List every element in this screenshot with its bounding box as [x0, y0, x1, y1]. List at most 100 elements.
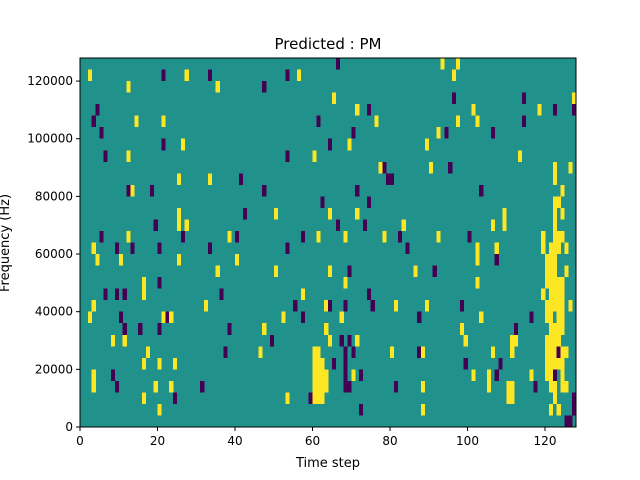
heatmap-cell — [312, 369, 317, 381]
heatmap-cell — [126, 81, 131, 93]
heatmap-cell — [424, 300, 430, 312]
heatmap-cell — [556, 242, 561, 255]
heatmap-cell — [421, 346, 426, 358]
heatmap-cell — [386, 173, 391, 185]
heatmap-cell — [521, 115, 526, 128]
heatmap-cell — [564, 242, 569, 255]
heatmap-cell — [421, 380, 426, 393]
heatmap-cell — [312, 392, 317, 404]
heatmap-cell — [552, 369, 557, 381]
heatmap-cell — [506, 392, 511, 404]
heatmap-cell — [545, 346, 550, 358]
heatmap-cell — [463, 334, 468, 347]
heatmap-cell — [556, 357, 561, 370]
heatmap-cell — [262, 81, 267, 93]
heatmap-cell — [560, 300, 565, 312]
heatmap-cell — [320, 380, 325, 393]
heatmap-cell — [149, 184, 154, 197]
heatmap-cell — [316, 115, 321, 128]
heatmap-cell — [417, 346, 422, 358]
heatmap-cell — [455, 58, 461, 70]
heatmap-cell — [366, 196, 371, 208]
heatmap-cell — [510, 334, 515, 347]
heatmap-cell — [173, 357, 178, 370]
heatmap-cell — [157, 403, 162, 416]
heatmap-cell — [366, 104, 371, 116]
heatmap-cell — [467, 230, 472, 243]
heatmap-cell — [324, 369, 329, 381]
heatmap-cell — [343, 380, 348, 393]
heatmap-cell — [161, 69, 166, 82]
heatmap-cell — [157, 357, 162, 370]
heatmap-cell — [122, 288, 127, 301]
heatmap-cell — [207, 173, 213, 185]
heatmap-cell — [401, 219, 406, 231]
heatmap-cell — [502, 207, 507, 220]
heatmap-cell — [556, 403, 561, 416]
heatmap-cell — [142, 288, 147, 301]
x-tick-label: 0 — [76, 434, 84, 448]
heatmap-cell — [293, 300, 298, 312]
heatmap-cell — [564, 380, 569, 393]
chart-title: Predicted : PM — [275, 35, 382, 53]
heatmap-cell — [556, 196, 561, 208]
heatmap-cell — [262, 184, 267, 197]
heatmap-cell — [285, 69, 290, 82]
heatmap-cell — [324, 323, 329, 335]
heatmap-cell — [285, 242, 290, 255]
heatmap-cell — [157, 242, 162, 255]
heatmap-cell — [560, 357, 565, 370]
heatmap-cell — [219, 288, 224, 301]
heatmap-cell — [161, 138, 166, 151]
heatmap-cell — [347, 265, 352, 278]
heatmap-cell — [498, 357, 503, 370]
heatmap-cell — [157, 277, 162, 289]
heatmap-cell — [479, 184, 484, 197]
heatmap-cell — [308, 392, 313, 404]
heatmap-cell — [541, 242, 546, 255]
heatmap-cell — [545, 265, 550, 278]
y-tick-label: 40000 — [35, 305, 73, 319]
heatmap-cell — [560, 311, 565, 324]
heatmap-cell — [545, 357, 550, 370]
heatmap-cell — [351, 127, 356, 139]
heatmap-cell — [355, 207, 360, 220]
heatmap-cell — [320, 369, 325, 381]
heatmap-cell — [114, 288, 120, 301]
heatmap-cell — [548, 277, 554, 289]
heatmap-cell — [568, 161, 573, 174]
heatmap-cell — [459, 300, 464, 312]
heatmap-cell — [545, 369, 550, 381]
heatmap-cell — [556, 323, 561, 335]
heatmap-cell — [552, 219, 557, 231]
heatmap-cell — [207, 69, 213, 82]
heatmap-cell — [351, 369, 356, 381]
heatmap-cell — [560, 277, 565, 289]
heatmap-cell — [552, 346, 557, 358]
heatmap-cell — [560, 207, 565, 220]
heatmap-cell — [184, 219, 189, 231]
heatmap-cell — [510, 346, 515, 358]
heatmap-cell — [405, 242, 410, 255]
y-tick-label: 60000 — [35, 247, 73, 261]
x-tick-label: 100 — [456, 434, 479, 448]
heatmap-cell — [475, 242, 480, 255]
heatmap-cell — [413, 265, 418, 278]
heatmap-cell — [548, 323, 554, 335]
heatmap-cell — [258, 346, 263, 358]
heatmap-cell — [215, 265, 220, 278]
heatmap-cell — [126, 230, 131, 243]
heatmap-cell — [494, 369, 499, 381]
heatmap-cell — [161, 115, 166, 128]
heatmap-cell — [227, 230, 232, 243]
heatmap-cell — [560, 230, 565, 243]
heatmap-cell — [552, 230, 557, 243]
heatmap-cell — [169, 311, 174, 324]
heatmap-cell — [421, 403, 426, 416]
heatmap-cell — [552, 392, 557, 404]
heatmap-cell — [328, 334, 333, 347]
heatmap-cell — [393, 300, 399, 312]
heatmap-cell — [91, 242, 96, 255]
heatmap-cell — [366, 288, 371, 301]
heatmap-cell — [328, 300, 333, 312]
